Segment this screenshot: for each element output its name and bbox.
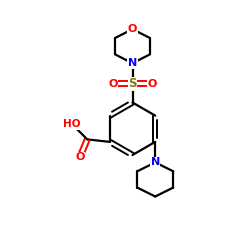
- Text: S: S: [128, 77, 137, 90]
- Text: O: O: [128, 24, 137, 34]
- Text: N: N: [128, 58, 137, 68]
- Text: HO: HO: [62, 120, 80, 130]
- Text: N: N: [150, 158, 160, 168]
- Text: O: O: [75, 152, 85, 162]
- Text: O: O: [108, 79, 118, 89]
- Text: O: O: [147, 79, 157, 89]
